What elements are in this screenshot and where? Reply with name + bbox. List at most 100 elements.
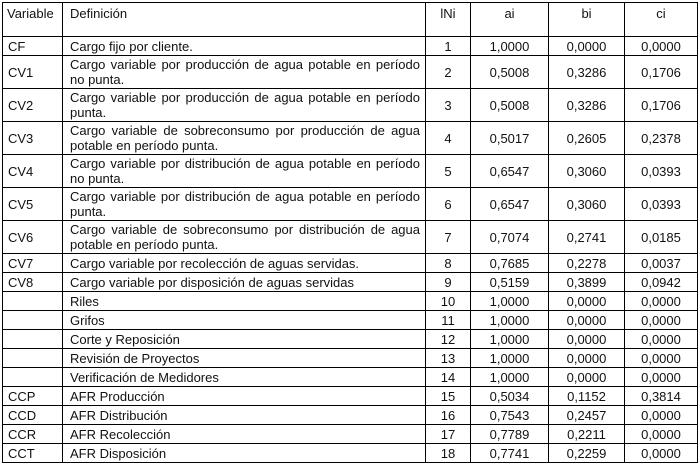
cell-lni: 18 xyxy=(425,443,471,463)
cell-lni: 10 xyxy=(425,291,471,311)
cell-bi: 0,0000 xyxy=(548,367,625,387)
cell-bi: 0,2211 xyxy=(548,424,625,444)
cell-lni: 11 xyxy=(425,310,471,330)
column-header-variable: Variable xyxy=(2,2,63,37)
table-row: Revisión de Proyectos 13 1,0000 0,0000 0… xyxy=(2,348,698,368)
cell-ai: 0,5034 xyxy=(470,386,549,406)
column-header-bi: bi xyxy=(548,2,625,37)
cell-lni: 12 xyxy=(425,329,471,349)
table-header: Variable Definición lNi ai bi ci xyxy=(2,2,698,37)
cell-lni: 7 xyxy=(425,220,471,254)
table-row: CCP AFR Producción 15 0,5034 0,1152 0,38… xyxy=(2,386,698,406)
cell-bi: 0,2457 xyxy=(548,405,625,425)
table-row: CV6 Cargo variable de sobreconsumo por d… xyxy=(2,220,698,254)
cell-definicion: Verificación de Medidores xyxy=(62,367,426,387)
cell-lni: 13 xyxy=(425,348,471,368)
cell-lni: 8 xyxy=(425,253,471,273)
cell-definicion: Cargo variable por disposición de aguas … xyxy=(62,272,426,292)
cell-ci: 0,0000 xyxy=(624,291,698,311)
cell-definicion: Cargo variable por distribución de agua … xyxy=(62,187,426,221)
cell-lni: 3 xyxy=(425,88,471,122)
cell-variable: CV3 xyxy=(2,121,63,155)
cell-ci: 0,2378 xyxy=(624,121,698,155)
cell-variable: CF xyxy=(2,36,63,56)
table-row: Riles 10 1,0000 0,0000 0,0000 xyxy=(2,291,698,311)
cell-ci: 0,0393 xyxy=(624,187,698,221)
cell-lni: 16 xyxy=(425,405,471,425)
cell-ai: 0,5017 xyxy=(470,121,549,155)
cell-ci: 0,0000 xyxy=(624,405,698,425)
table-row: CCD AFR Distribución 16 0,7543 0,2457 0,… xyxy=(2,405,698,425)
cell-ci: 0,0037 xyxy=(624,253,698,273)
tariff-indexation-table: Variable Definición lNi ai bi ci CF Carg… xyxy=(2,2,698,463)
cell-ai: 1,0000 xyxy=(470,348,549,368)
cell-bi: 0,3060 xyxy=(548,154,625,188)
cell-variable: CV2 xyxy=(2,88,63,122)
cell-definicion: AFR Distribución xyxy=(62,405,426,425)
cell-variable: CV7 xyxy=(2,253,63,273)
cell-variable: CV8 xyxy=(2,272,63,292)
cell-bi: 0,2278 xyxy=(548,253,625,273)
cell-definicion: Cargo fijo por cliente. xyxy=(62,36,426,56)
cell-ai: 1,0000 xyxy=(470,36,549,56)
cell-definicion: Cargo variable de sobreconsumo por produ… xyxy=(62,121,426,155)
cell-lni: 2 xyxy=(425,55,471,89)
cell-definicion: AFR Recolección xyxy=(62,424,426,444)
cell-ci: 0,0000 xyxy=(624,367,698,387)
cell-definicion: Cargo variable de sobreconsumo por distr… xyxy=(62,220,426,254)
cell-bi: 0,0000 xyxy=(548,348,625,368)
column-header-ci: ci xyxy=(624,2,698,37)
cell-lni: 4 xyxy=(425,121,471,155)
cell-definicion: AFR Disposición xyxy=(62,443,426,463)
cell-ai: 1,0000 xyxy=(470,291,549,311)
cell-ci: 0,0185 xyxy=(624,220,698,254)
cell-ci: 0,1706 xyxy=(624,88,698,122)
table-row: Corte y Reposición 12 1,0000 0,0000 0,00… xyxy=(2,329,698,349)
cell-ci: 0,1706 xyxy=(624,55,698,89)
cell-definicion: Revisión de Proyectos xyxy=(62,348,426,368)
cell-ci: 0,0000 xyxy=(624,443,698,463)
cell-bi: 0,2605 xyxy=(548,121,625,155)
cell-ci: 0,0000 xyxy=(624,310,698,330)
cell-variable xyxy=(2,348,63,368)
cell-definicion: Cargo variable por recolección de aguas … xyxy=(62,253,426,273)
cell-bi: 0,3286 xyxy=(548,55,625,89)
table-row: Grifos 11 1,0000 0,0000 0,0000 xyxy=(2,310,698,330)
cell-ci: 0,0000 xyxy=(624,424,698,444)
table-row: CV7 Cargo variable por recolección de ag… xyxy=(2,253,698,273)
cell-variable xyxy=(2,291,63,311)
cell-variable: CCP xyxy=(2,386,63,406)
cell-ai: 1,0000 xyxy=(470,310,549,330)
cell-bi: 0,2259 xyxy=(548,443,625,463)
table-row: CV1 Cargo variable por producción de agu… xyxy=(2,55,698,89)
table-row: CV2 Cargo variable por producción de agu… xyxy=(2,88,698,122)
cell-definicion: Cargo variable por distribución de agua … xyxy=(62,154,426,188)
table-row: CV8 Cargo variable por disposición de ag… xyxy=(2,272,698,292)
table-body: CF Cargo fijo por cliente. 1 1,0000 0,00… xyxy=(2,36,698,463)
cell-ci: 0,0000 xyxy=(624,329,698,349)
cell-bi: 0,3060 xyxy=(548,187,625,221)
cell-definicion: Grifos xyxy=(62,310,426,330)
cell-definicion: AFR Producción xyxy=(62,386,426,406)
cell-ai: 1,0000 xyxy=(470,367,549,387)
cell-ci: 0,3814 xyxy=(624,386,698,406)
cell-definicion: Corte y Reposición xyxy=(62,329,426,349)
column-header-ai: ai xyxy=(470,2,549,37)
table-row: CV4 Cargo variable por distribución de a… xyxy=(2,154,698,188)
cell-ai: 0,5008 xyxy=(470,55,549,89)
cell-variable: CCT xyxy=(2,443,63,463)
cell-variable: CCD xyxy=(2,405,63,425)
cell-variable xyxy=(2,310,63,330)
cell-ai: 0,7074 xyxy=(470,220,549,254)
cell-ai: 0,7685 xyxy=(470,253,549,273)
cell-bi: 0,0000 xyxy=(548,291,625,311)
table-row: CCR AFR Recolección 17 0,7789 0,2211 0,0… xyxy=(2,424,698,444)
cell-lni: 14 xyxy=(425,367,471,387)
cell-variable: CV6 xyxy=(2,220,63,254)
cell-bi: 0,0000 xyxy=(548,36,625,56)
cell-bi: 0,3899 xyxy=(548,272,625,292)
cell-lni: 5 xyxy=(425,154,471,188)
cell-ai: 0,7789 xyxy=(470,424,549,444)
column-header-lni: lNi xyxy=(425,2,471,37)
